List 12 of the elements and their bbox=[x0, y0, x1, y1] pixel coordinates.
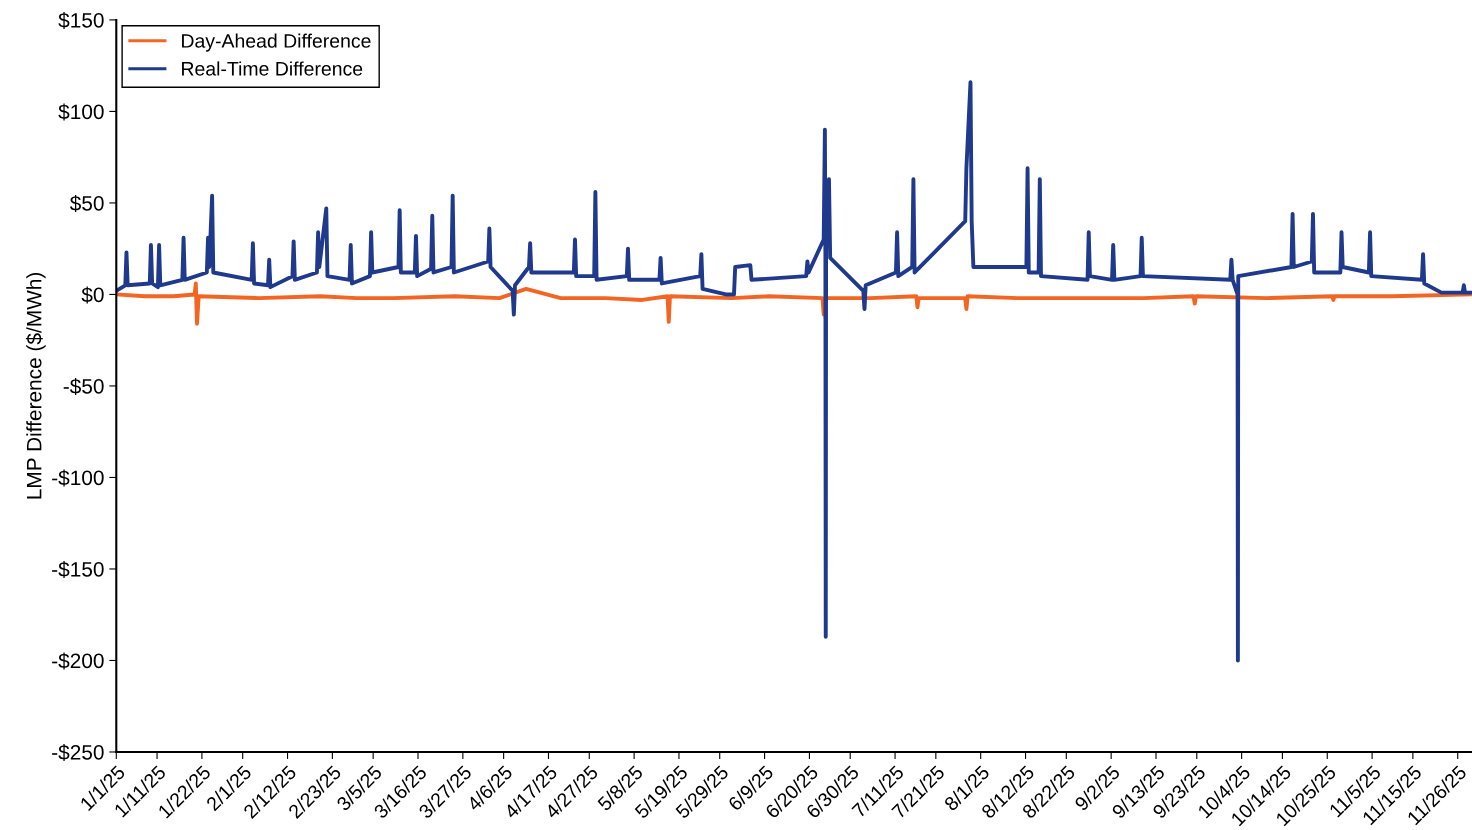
y-tick-label: $100 bbox=[58, 103, 104, 121]
y-tick-label: $0 bbox=[81, 286, 104, 304]
y-tick-label: -$200 bbox=[52, 652, 104, 670]
legend-label: Day-Ahead Difference bbox=[182, 33, 371, 52]
legend-label: Real-Time Difference bbox=[182, 61, 363, 76]
y-tick-label: -$100 bbox=[52, 469, 104, 487]
y-tick-label: $50 bbox=[69, 195, 104, 212]
y-tick-label: -$150 bbox=[52, 561, 104, 578]
y-tick-label: -$50 bbox=[63, 378, 104, 395]
y-tick-label: $150 bbox=[58, 12, 104, 29]
y-tick-label: -$250 bbox=[52, 744, 104, 761]
y-axis-title: LMP Difference ($/MWh) bbox=[25, 272, 46, 499]
